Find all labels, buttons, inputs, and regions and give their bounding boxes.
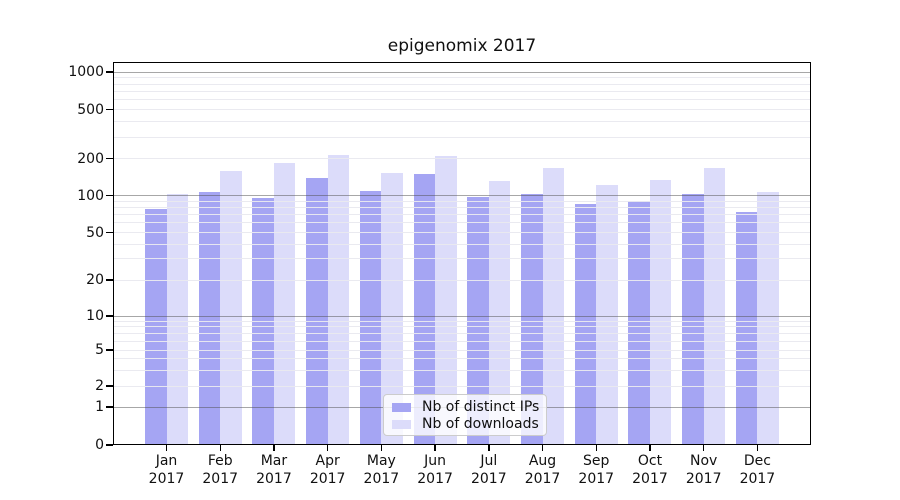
x-tick-may xyxy=(380,445,383,451)
x-tick-month: Sep xyxy=(583,453,610,469)
x-tick-oct xyxy=(649,445,651,451)
x-tick-year: 2017 xyxy=(256,471,292,487)
x-tick-jul xyxy=(488,445,490,451)
x-tick-year: 2017 xyxy=(202,471,239,487)
x-tick-month: Aug xyxy=(528,453,557,469)
x-tick-month: Jul xyxy=(480,453,498,469)
y-tick-label-1000: 1000 xyxy=(68,64,104,80)
x-tick-label-may: May 2017 xyxy=(351,452,411,488)
x-tick-jan xyxy=(165,445,168,451)
x-tick-feb xyxy=(219,445,221,451)
x-tick-label-mar: Mar 2017 xyxy=(244,452,304,488)
x-tick-sep xyxy=(595,445,597,451)
x-tick-label-nov: Nov 2017 xyxy=(674,452,734,488)
x-tick-year: 2017 xyxy=(417,471,453,487)
y-tick-100 xyxy=(106,194,113,197)
x-tick-apr xyxy=(326,445,329,451)
y-tick-label-100: 100 xyxy=(77,187,104,204)
x-tick-year: 2017 xyxy=(363,471,400,487)
y-tick-label-200: 200 xyxy=(77,150,104,167)
y-tick-label-500: 500 xyxy=(77,101,104,118)
legend-item-distinct-ips: Nb of distinct IPs xyxy=(392,399,540,416)
x-tick-label-sep: Sep 2017 xyxy=(566,452,626,488)
x-tick-month: Feb xyxy=(207,453,233,469)
y-tick-1 xyxy=(106,406,113,408)
y-tick-label-10: 10 xyxy=(86,308,104,324)
x-tick-dec xyxy=(756,445,759,451)
y-tick-label-50: 50 xyxy=(86,224,104,241)
y-tick-label-5: 5 xyxy=(95,342,104,358)
y-tick-label-20: 20 xyxy=(86,272,104,288)
x-tick-label-apr: Apr 2017 xyxy=(298,452,358,488)
y-tick-label-1: 1 xyxy=(95,399,104,415)
y-tick-10 xyxy=(106,315,113,317)
x-tick-label-jan: Jan 2017 xyxy=(137,452,197,488)
legend-swatch-distinct-ips xyxy=(392,403,411,412)
x-tick-label-dec: Dec 2017 xyxy=(727,452,787,488)
y-tick-1000 xyxy=(106,71,113,73)
x-tick-year: 2017 xyxy=(578,471,615,487)
y-tick-2 xyxy=(106,385,113,387)
y-tick-200 xyxy=(106,158,113,160)
legend-label-distinct-ips: Nb of distinct IPs xyxy=(422,399,540,415)
x-tick-month: Apr xyxy=(315,453,340,469)
y-tick-20 xyxy=(106,279,113,281)
x-tick-year: 2017 xyxy=(309,471,346,487)
x-tick-label-oct: Oct 2017 xyxy=(620,452,680,488)
chart-title: epigenomix 2017 xyxy=(387,36,537,56)
y-tick-500 xyxy=(106,109,113,111)
x-tick-month: Jun xyxy=(424,453,447,469)
y-tick-label-0: 0 xyxy=(95,437,104,453)
y-tick-5 xyxy=(106,349,113,351)
x-tick-month: Mar xyxy=(260,453,288,469)
x-tick-year: 2017 xyxy=(685,471,722,487)
legend-item-downloads: Nb of downloads xyxy=(392,416,539,433)
x-tick-month: Nov xyxy=(690,453,718,469)
x-tick-label-jun: Jun 2017 xyxy=(405,452,465,488)
legend: Nb of distinct IPs Nb of downloads xyxy=(383,394,547,436)
x-tick-year: 2017 xyxy=(148,471,185,487)
y-tick-0 xyxy=(106,444,113,446)
x-tick-month: May xyxy=(366,453,396,469)
x-tick-year: 2017 xyxy=(739,471,776,487)
x-tick-month: Oct xyxy=(637,453,663,469)
x-tick-jun xyxy=(434,445,436,451)
x-tick-year: 2017 xyxy=(470,471,507,487)
x-tick-label-feb: Feb 2017 xyxy=(190,452,250,488)
x-tick-mar xyxy=(273,445,275,451)
x-tick-aug xyxy=(541,445,544,451)
legend-label-downloads: Nb of downloads xyxy=(422,416,539,432)
plot-area xyxy=(113,62,811,445)
x-tick-nov xyxy=(703,445,705,451)
x-tick-month: Dec xyxy=(743,453,771,469)
x-tick-year: 2017 xyxy=(632,471,668,487)
x-tick-month: Jan xyxy=(155,453,178,469)
y-tick-label-2: 2 xyxy=(95,378,104,394)
legend-swatch-downloads xyxy=(392,420,411,429)
x-tick-year: 2017 xyxy=(524,471,561,487)
x-tick-label-jul: Jul 2017 xyxy=(459,452,519,488)
y-tick-50 xyxy=(106,231,113,234)
x-tick-label-aug: Aug 2017 xyxy=(513,452,573,488)
